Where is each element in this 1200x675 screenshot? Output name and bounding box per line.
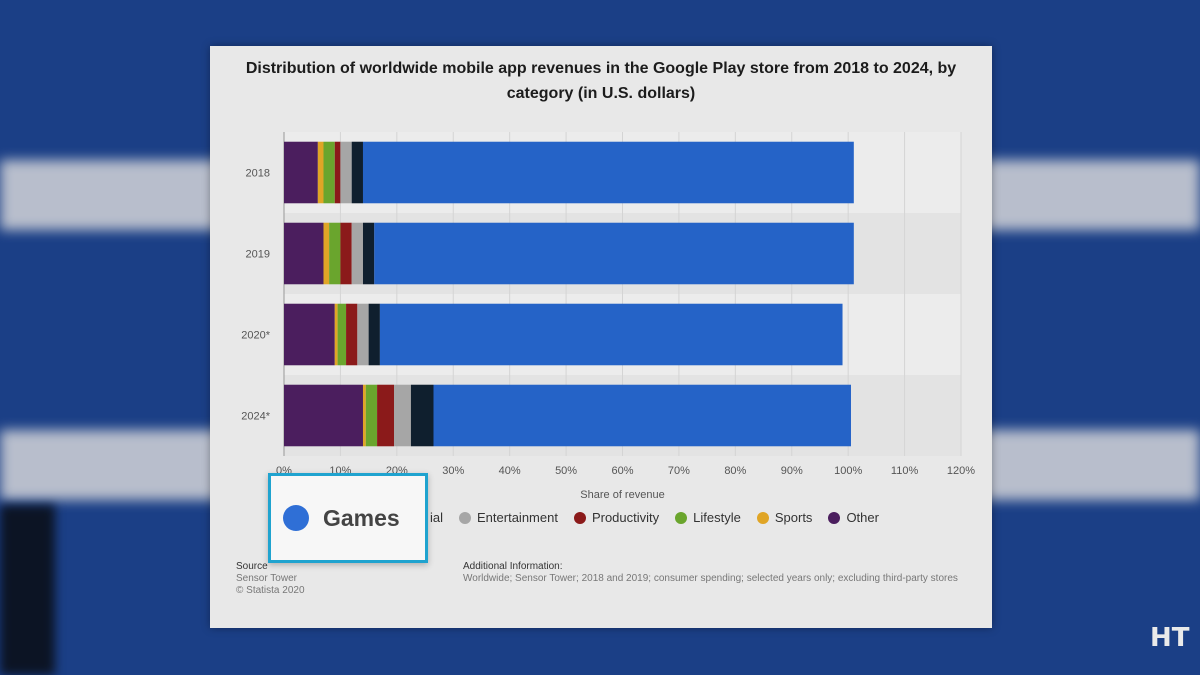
x-tick-label: 70% [668, 465, 690, 477]
legend-item-social[interactable]: ial [430, 510, 443, 525]
bar-segment-entertainment [351, 222, 363, 285]
legend-label-social: ial [430, 510, 444, 525]
bar-segment-other [284, 222, 324, 285]
legend-label-productivity: Productivity [591, 510, 660, 525]
x-tick-label: 110% [891, 465, 919, 477]
bar-segment-sports [317, 141, 324, 204]
bar-segment-lifestyle [365, 384, 378, 447]
legend-dot-icon [573, 511, 586, 524]
bar-segment-sports [334, 303, 338, 366]
bar-segment-productivity [377, 384, 395, 447]
source-heading: Source [236, 561, 268, 572]
bar-segment-social [410, 384, 434, 447]
bar-segment-social [362, 222, 375, 285]
bar-segment-productivity [346, 303, 358, 366]
y-tick-label: 2018 [246, 168, 270, 180]
bar-segment-lifestyle [337, 303, 347, 366]
y-tick-label: 2019 [246, 249, 270, 261]
games-callout: Games [268, 473, 428, 563]
source-block: Source Sensor Tower © Statista 2020 [236, 561, 305, 597]
additional-info-text: Worldwide; Sensor Tower; 2018 and 2019; … [463, 573, 958, 584]
bar-segment-other [284, 141, 318, 204]
bar-segment-entertainment [394, 384, 411, 447]
bar-segment-productivity [334, 141, 341, 204]
additional-info: Additional Information: Worldwide; Senso… [463, 561, 983, 585]
bar-segment-entertainment [357, 303, 369, 366]
bar-segment-games [379, 303, 843, 366]
bar-segment-social [351, 141, 363, 204]
bar-segment-games [433, 384, 851, 447]
bar-segment-productivity [340, 222, 352, 285]
bar-segment-games [374, 222, 854, 285]
legend-label-lifestyle: Lifestyle [693, 510, 741, 525]
x-tick-label: 100% [834, 465, 862, 477]
chart-title: Distribution of worldwide mobile app rev… [245, 60, 957, 102]
legend-label-other: Other [846, 510, 879, 525]
legend-item-other[interactable]: Other [828, 510, 879, 525]
additional-info-heading: Additional Information: [463, 561, 563, 572]
bar-segment-social [368, 303, 380, 366]
background-dark-panel [0, 505, 55, 675]
bar-segment-lifestyle [323, 141, 335, 204]
legend: ial Entertainment Productivity Lifestyle… [430, 510, 879, 525]
bar-segment-games [362, 141, 854, 204]
legend-item-entertainment[interactable]: Entertainment [459, 510, 558, 525]
bar-segment-other [284, 384, 363, 447]
y-tick-label: 2020* [241, 330, 270, 342]
x-tick-label: 80% [724, 465, 746, 477]
games-callout-label: Games [323, 504, 400, 531]
legend-dot-icon [459, 511, 472, 524]
bar-chart: 0% 10% 20% 30% 40% 50% 60% 70% 80% 90% 100% 110% 120… [241, 132, 975, 501]
legend-dot-icon [675, 511, 688, 524]
chart-card: Distribution of worldwide mobile app rev… [210, 46, 992, 628]
y-tick-label: 2024* [241, 411, 270, 423]
bar-segment-entertainment [340, 141, 352, 204]
legend-item-sports[interactable]: Sports [756, 510, 813, 525]
source-line: Sensor Tower [236, 573, 297, 584]
bar-segment-sports [362, 384, 366, 447]
ht-logo: HT [1150, 623, 1190, 653]
copyright-line: © Statista 2020 [236, 585, 305, 596]
bar-segment-sports [323, 222, 330, 285]
legend-label-entertainment: Entertainment [477, 510, 558, 525]
legend-dot-icon [828, 511, 841, 524]
x-tick-label: 40% [499, 465, 521, 477]
x-tick-label: 120% [947, 465, 975, 477]
x-tick-label: 30% [442, 465, 464, 477]
legend-item-productivity[interactable]: Productivity [573, 510, 660, 525]
x-axis-title: Share of revenue [580, 489, 664, 501]
bar-segment-lifestyle [329, 222, 341, 285]
bar-segment-other [284, 303, 335, 366]
legend-dot-icon [756, 511, 769, 524]
games-dot-icon [283, 505, 309, 531]
legend-item-lifestyle[interactable]: Lifestyle [675, 510, 741, 525]
x-tick-label: 60% [611, 465, 633, 477]
x-tick-label: 50% [555, 465, 577, 477]
legend-label-sports: Sports [774, 510, 813, 525]
x-tick-label: 90% [781, 465, 803, 477]
